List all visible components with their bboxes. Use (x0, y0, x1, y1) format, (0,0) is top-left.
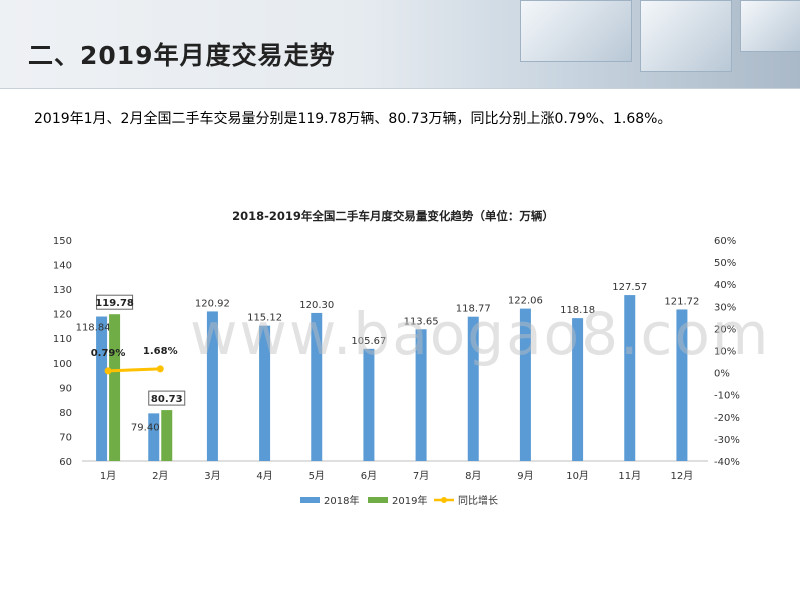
bar-label-box-2019 (148, 390, 186, 406)
bar-label-2018: 118.18 (560, 305, 595, 316)
bar-2018 (148, 413, 160, 461)
growth-point (156, 365, 164, 373)
bar-2018 (572, 318, 584, 461)
x-tick-label: 7月 (413, 470, 429, 482)
y-tick-label: 80 (59, 408, 72, 419)
bar-label-2018: 120.92 (195, 298, 230, 309)
bar-2018 (676, 309, 688, 461)
y2-tick-label: 30% (714, 302, 736, 313)
bar-2019 (161, 410, 173, 461)
decorative-cube (640, 0, 732, 72)
bar-2019 (109, 314, 121, 461)
bar-label-2018: 79.40 (131, 422, 160, 433)
bar-2018 (96, 316, 108, 461)
bar-2018 (519, 308, 531, 461)
bar-2018 (415, 329, 427, 461)
legend-label: 同比增长 (458, 494, 498, 507)
y-axis-right: -40% -30% -20% -10% 0% 10% 20% 30% 40% 50% 60% (714, 236, 740, 468)
y2-tick-label: 20% (714, 324, 736, 335)
y2-tick-label: 60% (714, 236, 736, 247)
y-tick-label: 150 (53, 236, 72, 247)
y-tick-label: 70 (59, 432, 72, 443)
bar-label-2018: 122.06 (508, 296, 543, 307)
bar-label-2018: 115.12 (247, 313, 282, 324)
y-tick-label: 100 (53, 359, 72, 370)
legend-swatch-marker (441, 497, 447, 503)
x-tick-label: 11月 (618, 470, 641, 482)
y2-tick-label: -10% (714, 391, 740, 402)
bar-label-2019: 119.78 (95, 298, 134, 309)
growth-line: 0.79% 1.68% (91, 346, 178, 375)
x-tick-label: 12月 (671, 470, 694, 482)
chart-title: 2018-2019年全国二手车月度交易量变化趋势（单位：万辆） (232, 209, 554, 223)
legend-swatch (300, 497, 320, 503)
y2-tick-label: -20% (714, 413, 740, 424)
bar-2018 (311, 312, 323, 461)
bar-label-2018: 121.72 (664, 296, 699, 307)
y-tick-label: 60 (59, 457, 72, 468)
y-tick-label: 130 (53, 285, 72, 296)
legend-label: 2019年 (392, 494, 427, 507)
x-tick-label: 5月 (309, 470, 325, 482)
y-tick-label: 120 (53, 310, 72, 321)
y-tick-label: 140 (53, 261, 72, 272)
y-tick-label: 110 (53, 334, 72, 345)
legend-label: 2018年 (324, 494, 359, 507)
x-axis: 1月 2月 3月 4月 5月 6月 7月 8月 9月 10月 11月 12月 (100, 470, 693, 482)
x-tick-label: 9月 (517, 470, 533, 482)
x-tick-label: 6月 (361, 470, 377, 482)
y2-tick-label: -30% (714, 435, 740, 446)
header-banner (0, 0, 800, 88)
growth-point (104, 367, 112, 375)
bar-label-box-2019 (96, 294, 134, 310)
x-tick-label: 1月 (100, 470, 116, 482)
x-tick-label: 8月 (465, 470, 481, 482)
growth-label: 0.79% (91, 348, 126, 359)
x-tick-label: 10月 (566, 470, 589, 482)
summary-text: 2019年1月、2月全国二手车交易量分别是119.78万辆、80.73万辆，同比… (34, 111, 672, 127)
y2-tick-label: 10% (714, 347, 736, 358)
bar-label-2018: 118.77 (456, 304, 491, 315)
bar-2018 (467, 316, 479, 461)
x-tick-label: 2月 (152, 470, 168, 482)
y-tick-label: 90 (59, 383, 72, 394)
y2-tick-label: -40% (714, 457, 740, 468)
y2-tick-label: 50% (714, 258, 736, 269)
x-tick-label: 4月 (256, 470, 272, 482)
bars: 118.84 119.78 79.40 80.73 120.92 115.12 120.30… (76, 282, 699, 461)
divider (0, 88, 800, 89)
bar-label-2018: 105.67 (351, 336, 386, 347)
legend: 2018年 2019年 同比增长 (300, 494, 498, 507)
bar-label-2018: 127.57 (612, 282, 647, 293)
growth-line-path (108, 367, 161, 373)
y2-tick-label: 40% (714, 280, 736, 291)
y2-tick-label: 0% (714, 369, 730, 380)
legend-swatch (368, 497, 388, 503)
decorative-cube (520, 0, 632, 62)
bar-2018 (259, 325, 271, 461)
bar-label-2019: 80.73 (151, 394, 183, 405)
bar-2018 (624, 295, 636, 461)
growth-label: 1.68% (143, 346, 178, 357)
y-axis-left: 60 70 80 90 100 110 120 130 140 150 (53, 236, 72, 468)
page-title: 二、2019年月度交易走势 (28, 41, 336, 70)
bar-2018 (206, 311, 218, 461)
bar-label-2018: 120.30 (299, 300, 334, 311)
bar-label-2018: 113.65 (404, 316, 439, 327)
x-tick-label: 3月 (204, 470, 220, 482)
decorative-cube (740, 0, 800, 52)
bar-2018 (363, 348, 375, 461)
bar-label-2018: 118.84 (76, 323, 111, 334)
